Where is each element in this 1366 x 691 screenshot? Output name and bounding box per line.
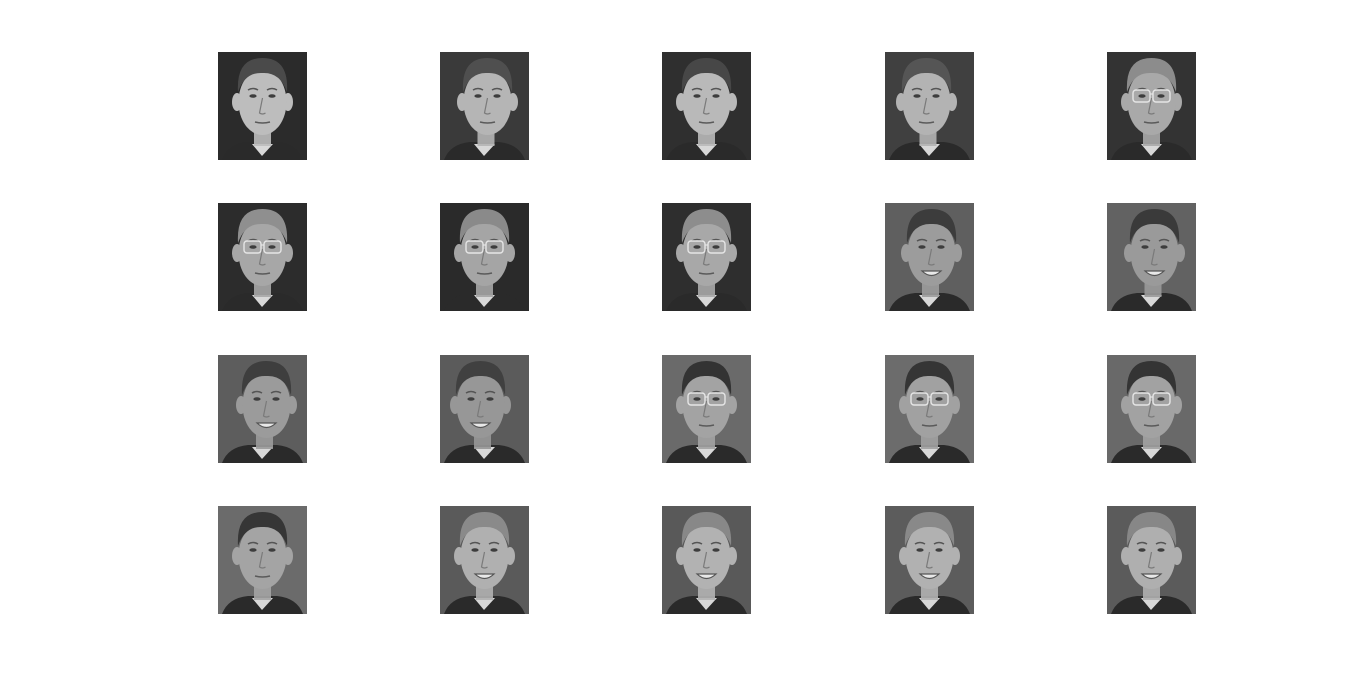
face-image [440,355,529,463]
face-image [662,52,751,160]
face-image [662,203,751,311]
face-image [885,355,974,463]
face-image [440,506,529,614]
face-image [218,52,307,160]
face-image [218,203,307,311]
face-image [440,203,529,311]
face-image [218,355,307,463]
face-image [440,52,529,160]
face-image [1107,355,1196,463]
face-image [885,52,974,160]
face-image [885,506,974,614]
face-image [662,506,751,614]
face-image [662,355,751,463]
face-image [1107,52,1196,160]
face-image [1107,203,1196,311]
face-image [218,506,307,614]
face-image [1107,506,1196,614]
face-image [885,203,974,311]
